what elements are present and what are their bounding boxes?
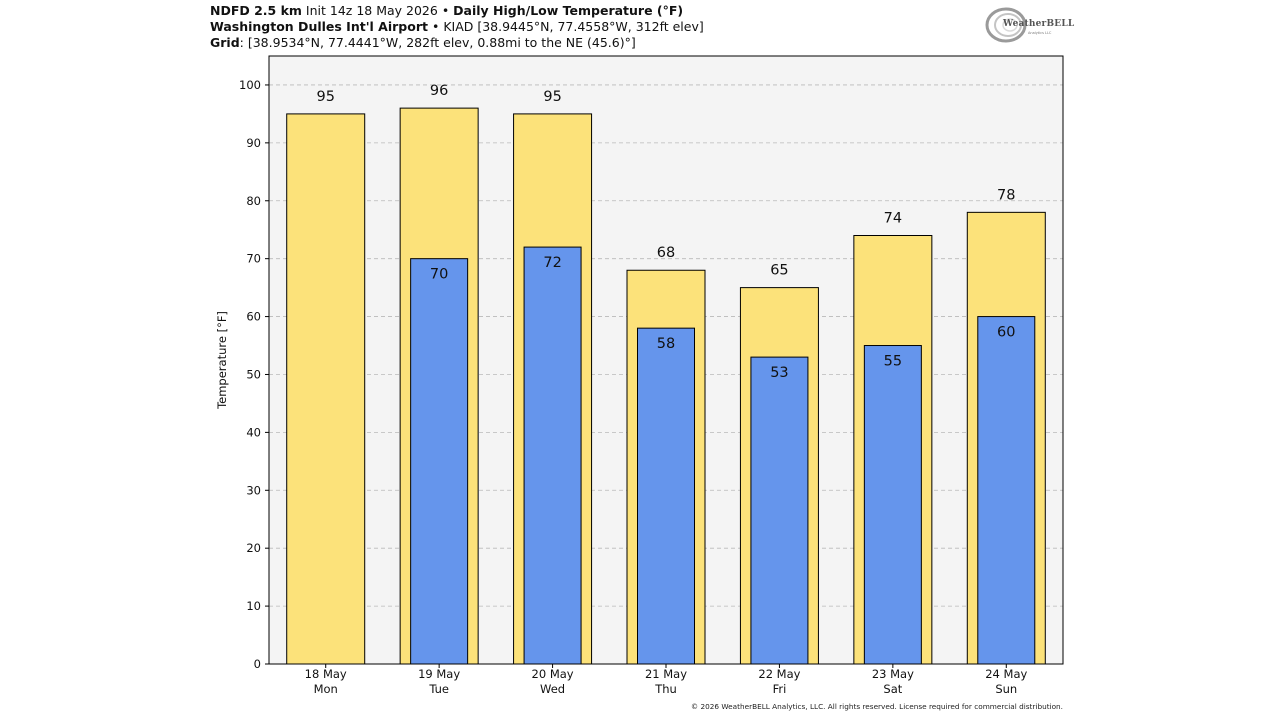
low-temp-label: 70 [430,267,448,283]
product-title: Daily High/Low Temperature (°F) [453,3,684,18]
low-temp-label: 58 [657,336,675,352]
x-tick-label-date: 21 May [645,667,687,681]
header-line-2: Washington Dulles Int'l Airport • KIAD [… [210,19,990,35]
x-tick-label-day: Thu [654,682,677,696]
y-tick-label: 10 [246,599,261,613]
x-tick-label-date: 22 May [758,667,800,681]
y-tick-label: 40 [246,425,261,439]
y-tick-label: 60 [246,310,261,324]
high-temp-label: 95 [543,89,561,105]
high-temp-label: 78 [997,187,1015,203]
x-tick-label-date: 20 May [532,667,574,681]
low-temp-bar [750,356,809,665]
x-tick-label-day: Tue [428,682,449,696]
x-tick-label-day: Sun [995,682,1017,696]
y-tick-label: 70 [246,252,261,266]
y-tick-label: 20 [246,541,261,555]
logo-text: WeatherBELL [1003,19,1075,29]
high-temp-label: 95 [316,89,334,105]
low-temp-label: 53 [770,365,788,381]
x-tick-label-day: Sat [883,682,902,696]
station-name: Washington Dulles Int'l Airport [210,19,428,34]
high-temp-bar [286,113,366,665]
header-line-3: Grid: [38.9534°N, 77.4441°W, 282ft elev,… [210,35,990,51]
logo-swirl-icon [985,7,1027,43]
y-tick-label: 90 [246,136,261,150]
x-tick-label-day: Fri [773,682,787,696]
separator: • [441,3,450,18]
logo-subtext: Analytics LLC [1028,31,1052,35]
x-tick-label-date: 19 May [418,667,460,681]
y-tick-label: 50 [246,367,261,381]
low-temp-bar [410,258,469,665]
x-tick-label-date: 24 May [985,667,1027,681]
separator: • [431,19,440,34]
x-tick-label-date: 18 May [305,667,347,681]
x-tick-label-date: 23 May [872,667,914,681]
weatherbell-logo: WeatherBELL Analytics LLC [984,6,1074,44]
y-tick-label: 100 [239,78,261,92]
y-axis-label: Temperature [°F] [215,311,229,410]
plot-frame [268,55,1064,665]
x-tick-label-day: Wed [540,682,565,696]
y-tick-label: 80 [246,194,261,208]
grid-details: : [38.9534°N, 77.4441°W, 282ft elev, 0.8… [239,35,636,50]
y-tick-label: 0 [254,657,261,671]
model-name: NDFD 2.5 km [210,3,302,18]
x-tick-label-day: Mon [314,682,338,696]
low-temp-bar [523,246,582,665]
grid-label: Grid [210,35,240,50]
low-temp-bar [637,327,695,665]
low-temp-bar [977,316,1036,665]
high-temp-label: 74 [884,211,902,227]
header-line-1: NDFD 2.5 km Init 14z 18 May 2026 • Daily… [210,3,990,19]
high-temp-label: 68 [657,245,675,261]
y-tick-label: 30 [246,483,261,497]
station-details: KIAD [38.9445°N, 77.4558°W, 312ft elev] [443,19,704,34]
low-temp-label: 60 [997,325,1015,341]
high-temp-label: 96 [430,83,448,99]
high-temp-label: 65 [770,263,788,279]
low-temp-label: 72 [543,255,561,271]
chart-header: NDFD 2.5 km Init 14z 18 May 2026 • Daily… [210,3,990,51]
copyright-footer: © 2026 WeatherBELL Analytics, LLC. All r… [690,702,1063,711]
low-temp-label: 55 [884,354,902,370]
init-time: Init 14z 18 May 2026 [305,3,438,18]
low-temp-bar [863,345,922,665]
